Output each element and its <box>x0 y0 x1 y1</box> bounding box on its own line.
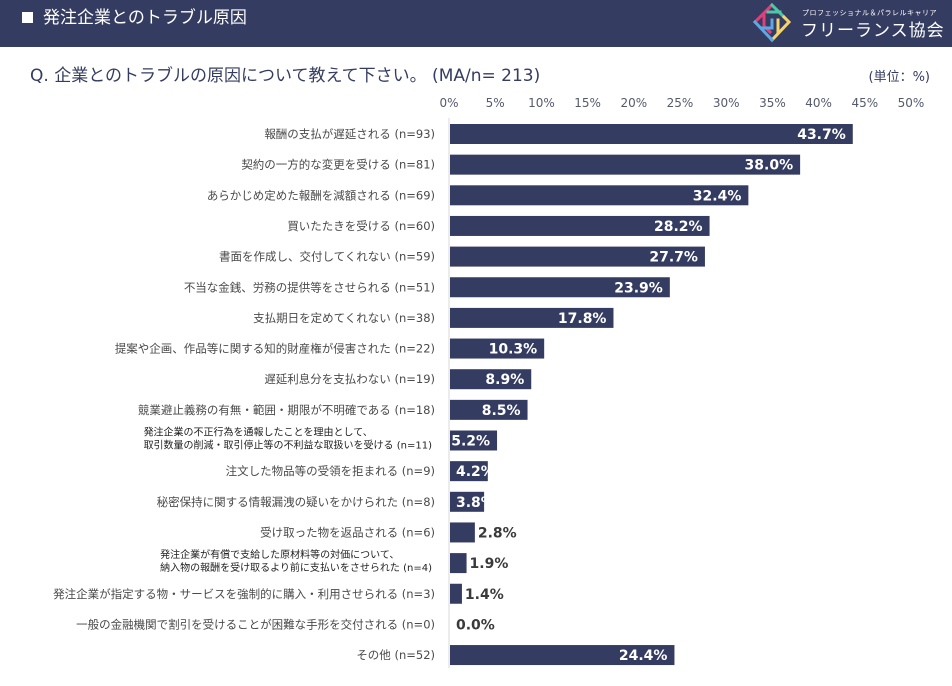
x-tick-label: 40% <box>805 96 832 110</box>
category-label: 一般の金融機関で割引を受けることが困難な手形を交付される (n=0) <box>76 617 435 631</box>
bar <box>450 430 498 451</box>
brand-tagline: プロフェッショナル＆パラレルキャリア <box>802 9 937 17</box>
bar-row: あらかじめ定めた報酬を減額される (n=69) 32.4% <box>207 185 749 206</box>
category-label: 遅延利息分を支払わない (n=19) <box>264 372 435 386</box>
category-label: 不当な金銭、労務の提供等をさせられる (n=51) <box>184 280 435 294</box>
bar-row: 一般の金融機関で割引を受けることが困難な手形を交付される (n=0) 0.0% <box>76 617 495 633</box>
bar-row: 受け取った物を返品される (n=6) 2.8% <box>260 522 517 543</box>
category-label: 報酬の支払が遅延される (n=93) <box>264 127 435 141</box>
bar <box>450 277 670 298</box>
category-label: 秘密保持に関する情報漏洩の疑いをかけられた (n=8) <box>157 495 435 509</box>
header-bar: 発注企業とのトラブル原因 プロフェッショナル＆パラレルキャリア フリーランス協会 <box>0 0 952 47</box>
bar-row: 支払期日を定めてくれない (n=38) 17.8% <box>253 307 614 328</box>
bar-row: 秘密保持に関する情報漏洩の疑いをかけられた (n=8) 3.8% <box>157 491 495 512</box>
bar-row: 納入物の報酬を受け取るより前に支払いをさせられた (n=4)発注企業が有償で支給… <box>160 548 508 574</box>
value-label: 28.2% <box>654 219 703 235</box>
value-label: 1.4% <box>465 587 504 603</box>
value-label: 27.7% <box>649 250 698 266</box>
category-label: 受け取った物を返品される (n=6) <box>260 525 435 539</box>
value-label: 17.8% <box>558 311 607 327</box>
bar-row: 競業避止義務の有無・範囲・期限が不明確である (n=18) 8.5% <box>138 399 528 420</box>
category-label: 競業避止義務の有無・範囲・期限が不明確である (n=18) <box>138 403 435 417</box>
value-label: 38.0% <box>745 158 794 174</box>
x-tick-label: 25% <box>667 96 694 110</box>
bar-row: 取引数量の削減・取引停止等の不利益な取扱いを受ける (n=11)発注企業の不正行… <box>144 426 498 452</box>
freelance-association-logo-icon <box>752 2 792 43</box>
bar-row: 買いたたきを受ける (n=60) 28.2% <box>287 215 710 236</box>
value-label: 23.9% <box>614 280 663 296</box>
bar-row: その他 (n=52) 24.4% <box>356 645 675 666</box>
bar-row: 遅延利息分を支払わない (n=19) 8.9% <box>264 369 532 390</box>
x-tick-label: 50% <box>898 96 925 110</box>
bar-row: 提案や企画、作品等に関する知的財産権が侵害された (n=22) 10.3% <box>115 338 545 359</box>
bar <box>450 645 675 666</box>
bar <box>450 553 467 574</box>
bar-row: 書面を作成し、交付してくれない (n=59) 27.7% <box>219 246 705 267</box>
x-tick-label: 5% <box>486 96 505 110</box>
value-label: 2.8% <box>478 525 517 541</box>
value-label: 5.2% <box>451 434 490 450</box>
x-tick-label: 35% <box>759 96 786 110</box>
value-label: 3.8% <box>456 495 495 511</box>
value-label: 4.2% <box>456 464 495 480</box>
value-label: 8.9% <box>485 372 524 388</box>
bar <box>450 124 853 144</box>
question-title: Q. 企業とのトラブルの原因について教えて下さい。 (MA/n= 213) <box>30 66 541 86</box>
bar <box>450 246 705 267</box>
bar <box>450 215 710 236</box>
value-label: 10.3% <box>489 342 538 358</box>
bar-rows: 報酬の支払が遅延される (n=93) 43.7% 契約の一方的な変更を受ける (n=… <box>53 124 853 666</box>
bar <box>450 338 545 359</box>
x-axis-ticks: 0% 5% 10% 15% 20% 25% 30% 35% 40% 45% 50% <box>439 96 924 110</box>
bar-row: 発注企業が指定する物・サービスを強制的に購入・利用させられる (n=3) 1.4% <box>53 583 504 604</box>
square-bullet-icon <box>22 12 33 23</box>
category-label: あらかじめ定めた報酬を減額される (n=69) <box>207 188 435 202</box>
bar-row: 不当な金銭、労務の提供等をさせられる (n=51) 23.9% <box>184 277 670 298</box>
x-tick-label: 10% <box>528 96 555 110</box>
category-label: 提案や企画、作品等に関する知的財産権が侵害された (n=22) <box>115 342 435 356</box>
category-label: 発注企業が指定する物・サービスを強制的に購入・利用させられる (n=3) <box>53 587 435 601</box>
category-label-line-2: 取引数量の削減・取引停止等の不利益な取扱いを受ける (n=11) <box>144 439 433 452</box>
category-label-line-2: 納入物の報酬を受け取るより前に支払いをさせられた (n=4) <box>160 561 432 574</box>
bar <box>450 307 614 328</box>
brand-name: フリーランス協会 <box>801 21 945 41</box>
bar-row: 報酬の支払が遅延される (n=93) 43.7% <box>264 124 853 144</box>
bar-row: 注文した物品等の受領を拒まれる (n=9) 4.2% <box>226 461 495 482</box>
category-label-line-1: 発注企業が有償で支給した原材料等の対価について、 <box>160 548 399 561</box>
value-label: 8.5% <box>482 403 521 419</box>
x-tick-label: 45% <box>851 96 878 110</box>
bar <box>450 583 462 604</box>
x-tick-label: 20% <box>620 96 647 110</box>
x-tick-label: 30% <box>713 96 740 110</box>
bar <box>450 369 532 390</box>
category-label: 支払期日を定めてくれない (n=38) <box>253 311 435 325</box>
value-label: 24.4% <box>619 648 668 664</box>
bar <box>450 522 475 543</box>
bar <box>450 154 801 175</box>
bar <box>450 185 749 206</box>
page-title: 発注企業とのトラブル原因 <box>43 8 247 28</box>
value-label: 32.4% <box>693 188 742 204</box>
bar-row: 契約の一方的な変更を受ける (n=81) 38.0% <box>241 154 801 175</box>
category-label: その他 (n=52) <box>356 648 435 662</box>
value-label: 43.7% <box>797 127 846 143</box>
x-tick-label: 0% <box>439 96 458 110</box>
value-label: 1.9% <box>470 556 509 572</box>
bar <box>450 461 488 482</box>
value-label: 0.0% <box>456 617 495 633</box>
x-tick-label: 15% <box>574 96 601 110</box>
bar <box>450 491 485 512</box>
bar <box>450 399 528 420</box>
category-label-line-1: 発注企業の不正行為を通報したことを理由として、 <box>144 426 373 439</box>
category-label: 買いたたきを受ける (n=60) <box>287 219 435 233</box>
unit-label: (単位：%) <box>868 70 931 85</box>
category-label: 注文した物品等の受領を拒まれる (n=9) <box>226 464 435 478</box>
category-label: 書面を作成し、交付してくれない (n=59) <box>219 250 435 264</box>
category-label: 契約の一方的な変更を受ける (n=81) <box>241 158 435 172</box>
